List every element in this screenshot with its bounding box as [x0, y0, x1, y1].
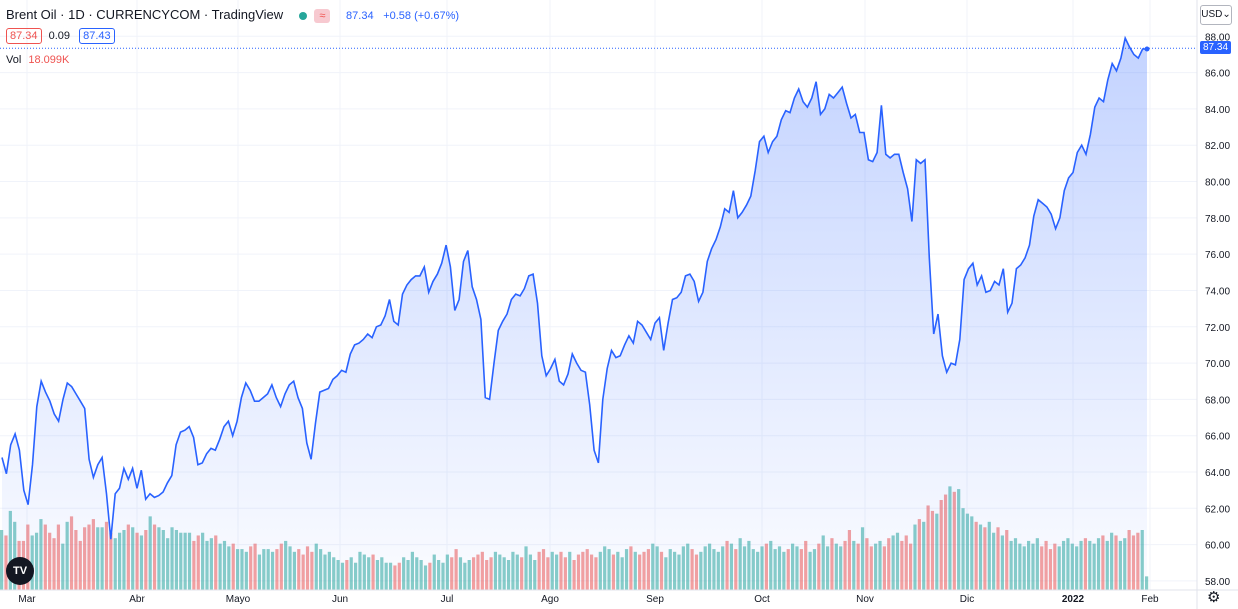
x-tick-label: Ago — [541, 594, 559, 605]
symbol-title[interactable]: Brent Oil · 1D · CURRENCYCOM · TradingVi… — [6, 7, 284, 22]
spread-value: 0.09 — [48, 30, 71, 42]
y-tick-label: 78.00 — [1205, 214, 1230, 225]
volume-legend: Vol 18.099K — [6, 54, 69, 66]
price-area — [2, 38, 1147, 591]
x-tick-label: Mar — [18, 594, 36, 605]
y-tick-label: 80.00 — [1205, 178, 1230, 189]
currency-label: USD — [1201, 9, 1223, 20]
x-tick-label: Nov — [856, 594, 874, 605]
chevron-down-icon: ⌄ — [1222, 9, 1231, 20]
compare-icon[interactable]: ≈ — [314, 8, 331, 23]
bid-ask-row: 87.34 0.09 87.43 — [6, 28, 119, 44]
x-tick-label: Feb — [1141, 594, 1159, 605]
x-tick-label: 2022 — [1062, 594, 1085, 605]
market-status-dot — [298, 11, 307, 20]
buy-button[interactable]: 87.43 — [79, 28, 115, 44]
y-tick-label: 88.00 — [1205, 32, 1230, 43]
legend-header: Brent Oil · 1D · CURRENCYCOM · TradingVi… — [6, 7, 463, 23]
x-tick-label: Jul — [441, 594, 454, 605]
volume-label: Vol — [6, 54, 22, 66]
tradingview-logo-icon[interactable]: TV — [6, 557, 34, 585]
y-tick-label: 70.00 — [1205, 359, 1230, 370]
price-change: +0.58 (+0.67%) — [383, 10, 460, 22]
x-tick-label: Jun — [332, 594, 348, 605]
y-tick-label: 60.00 — [1205, 541, 1230, 552]
gear-icon[interactable]: ⚙ — [1207, 589, 1221, 606]
x-tick-label: Oct — [754, 594, 770, 605]
volume-bar — [0, 530, 4, 590]
y-tick-label: 86.00 — [1205, 69, 1230, 80]
volume-value: 18.099K — [28, 54, 70, 66]
y-tick-label: 68.00 — [1205, 395, 1230, 406]
y-tick-label: 58.00 — [1205, 577, 1230, 588]
y-tick-label: 62.00 — [1205, 504, 1230, 515]
last-price: 87.34 — [346, 10, 374, 22]
x-tick-label: Abr — [129, 594, 145, 605]
last-point-marker — [1144, 46, 1150, 52]
currency-select[interactable]: USD⌄ — [1200, 5, 1232, 25]
y-tick-label: 74.00 — [1205, 286, 1230, 297]
price-line — [1, 35, 1147, 540]
y-tick-label: 66.00 — [1205, 432, 1230, 443]
y-tick-label: 84.00 — [1205, 105, 1230, 116]
x-tick-label: Mayo — [226, 594, 251, 605]
y-tick-label: 76.00 — [1205, 250, 1230, 261]
last-price-label: 87.34 — [1200, 41, 1231, 55]
y-tick-label: 82.00 — [1205, 141, 1230, 152]
sell-button[interactable]: 87.34 — [6, 28, 42, 44]
y-tick-label: 64.00 — [1205, 468, 1230, 479]
y-tick-label: 72.00 — [1205, 323, 1230, 334]
x-tick-label: Sep — [646, 594, 664, 605]
x-tick-label: Dic — [960, 594, 974, 605]
